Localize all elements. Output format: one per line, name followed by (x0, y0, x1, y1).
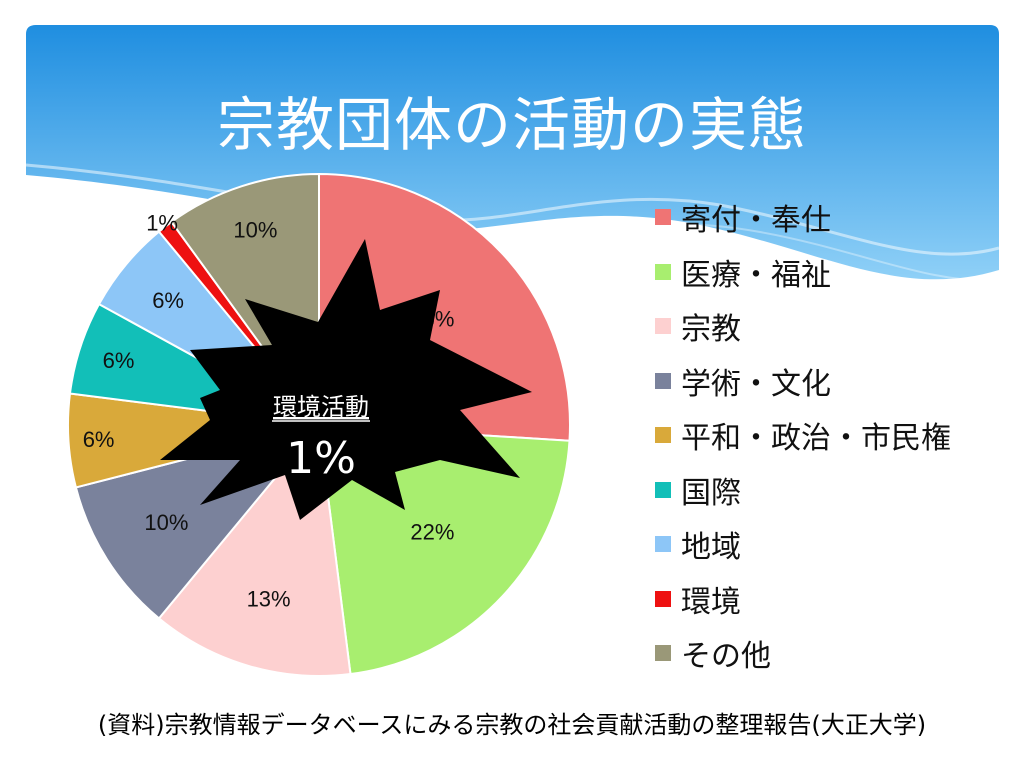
legend-swatch (655, 645, 671, 662)
legend-item-8: その他 (655, 626, 951, 681)
pie-data-labels: 26%22%13%10%6%6%6%1%10% (83, 211, 455, 612)
data-label-2: 13% (247, 587, 291, 612)
data-label-6: 6% (152, 288, 184, 313)
legend-label: その他 (681, 639, 771, 675)
callout-label: 環境活動 (273, 393, 369, 421)
legend-label: 国際 (681, 475, 741, 511)
legend-label: 地域 (681, 530, 741, 566)
legend-swatch (655, 209, 671, 226)
legend-swatch (655, 372, 671, 389)
data-label-7: 1% (146, 211, 178, 236)
legend-swatch (655, 590, 671, 607)
legend-item-4: 平和・政治・市民権 (655, 408, 951, 463)
slide-title: 宗教団体の活動の実態 (216, 91, 807, 159)
legend-swatch (655, 263, 671, 280)
data-label-3: 10% (144, 510, 188, 535)
legend-swatch (655, 427, 671, 444)
banner-shape (26, 25, 999, 280)
legend-item-7: 環境 (655, 572, 951, 627)
legend-label: 平和・政治・市民権 (681, 421, 951, 457)
legend-item-1: 医療・福祉 (655, 245, 951, 300)
callout-burst: 環境活動 1% (160, 239, 532, 520)
legend-label: 環境 (681, 584, 741, 620)
legend-swatch (655, 481, 671, 498)
legend-item-3: 学術・文化 (655, 354, 951, 409)
legend-label: 宗教 (681, 312, 741, 348)
legend-swatch (655, 318, 671, 335)
data-label-1: 22% (410, 520, 454, 545)
callout-value: 1% (286, 433, 356, 484)
data-label-8: 10% (233, 217, 277, 242)
legend-label: 医療・福祉 (681, 257, 831, 293)
legend-swatch (655, 536, 671, 553)
data-label-4: 6% (83, 427, 115, 452)
legend-label: 寄付・奉仕 (681, 203, 831, 239)
legend-item-5: 国際 (655, 463, 951, 518)
chart-legend: 寄付・奉仕医療・福祉宗教学術・文化平和・政治・市民権 国際地域環境その他 (655, 190, 951, 681)
legend-item-2: 宗教 (655, 299, 951, 354)
legend-item-0: 寄付・奉仕 (655, 190, 951, 245)
burst-shape (160, 239, 532, 520)
source-note: (資料)宗教情報データベースにみる宗教の社会貢献活動の整理報告(大正大学) (97, 711, 927, 739)
legend-item-6: 地域 (655, 517, 951, 572)
legend-label: 学術・文化 (681, 366, 831, 402)
data-label-5: 6% (103, 348, 135, 373)
